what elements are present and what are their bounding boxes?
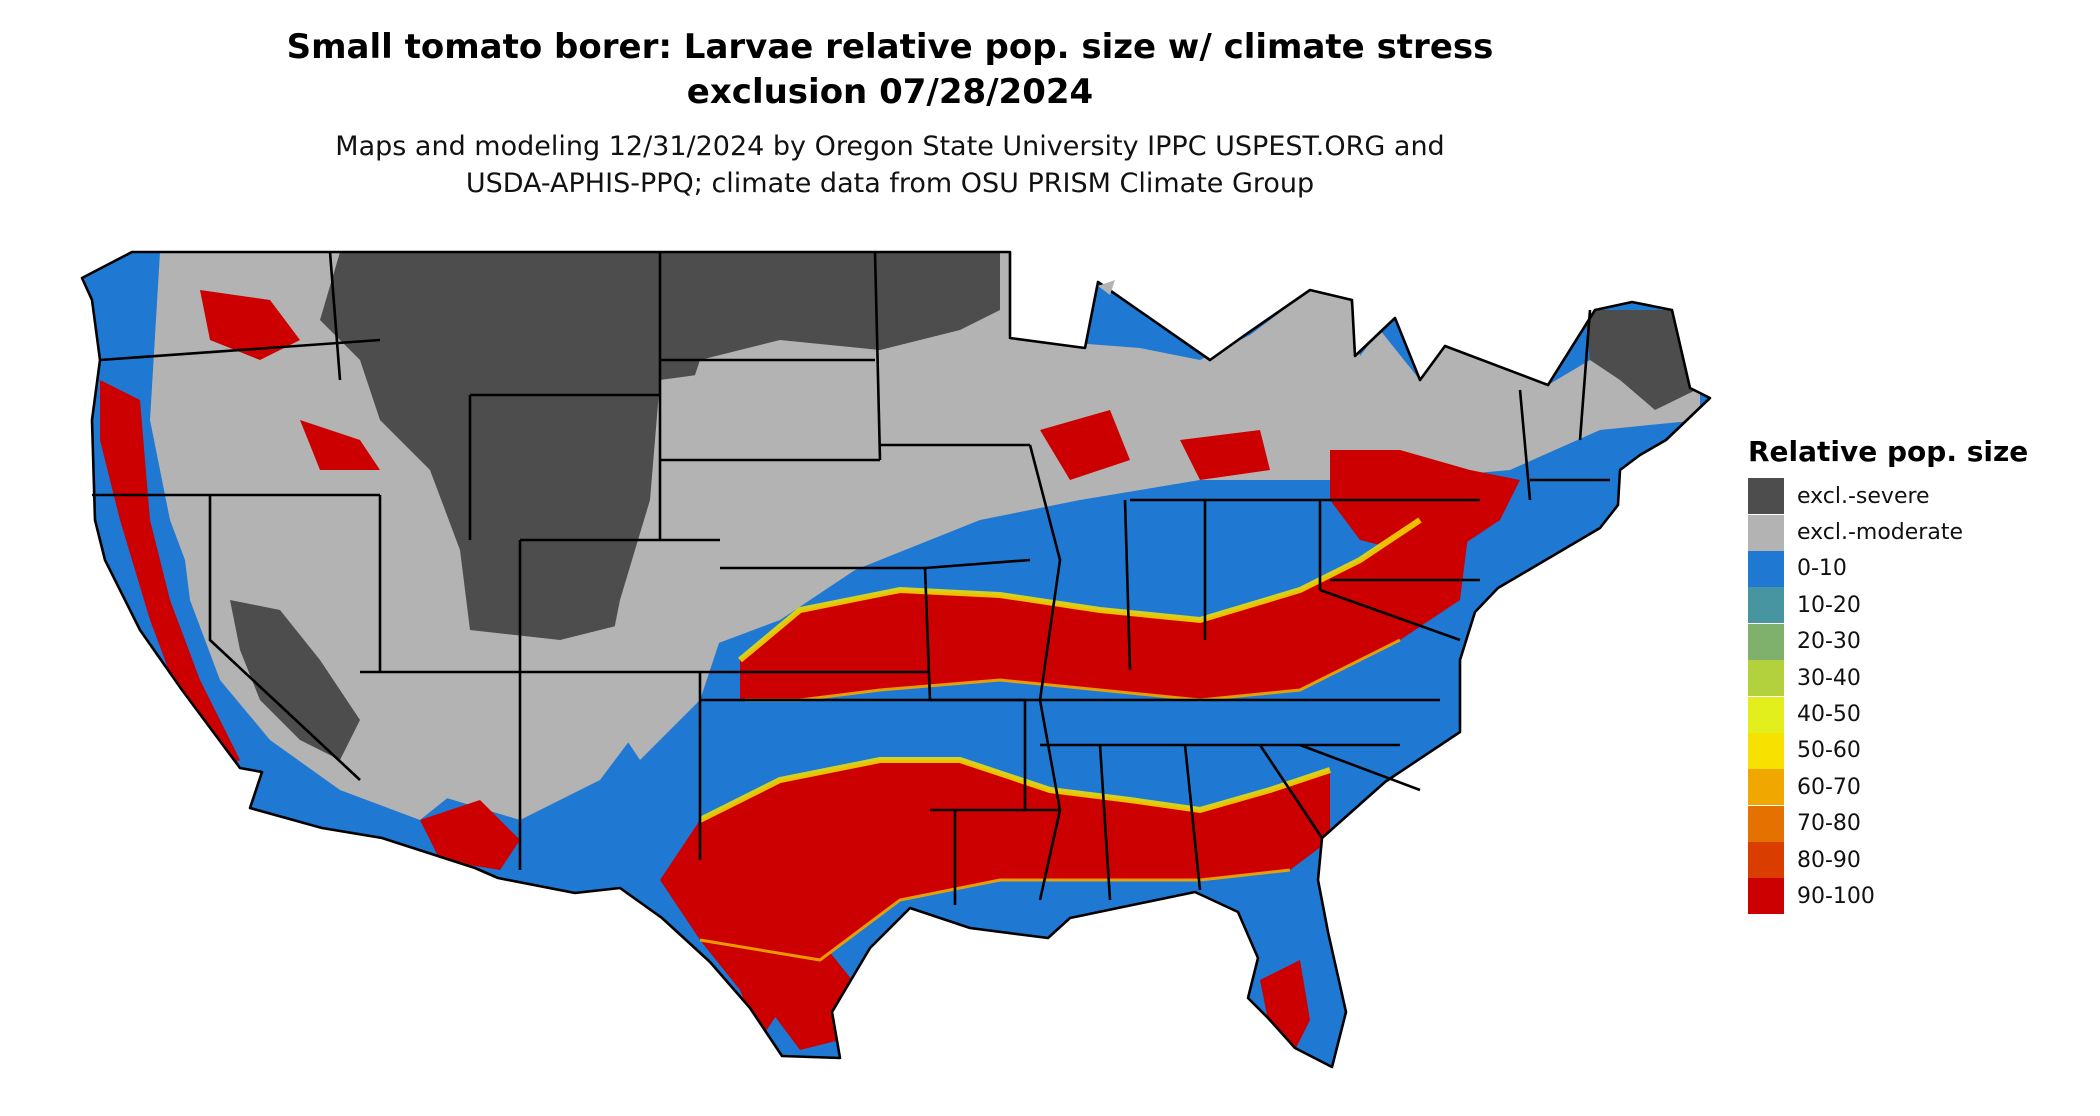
- legend-swatch: [1748, 550, 1784, 587]
- map-title-line-2: exclusion 07/28/2024: [686, 72, 1094, 112]
- gray-fragment-2: [1234, 352, 1250, 362]
- legend-item: 40-50: [1748, 696, 2088, 733]
- legend-label: 10-20: [1797, 592, 1861, 618]
- legend-label: excl.-moderate: [1797, 520, 1963, 546]
- zone-excl-moderate-plains: [600, 350, 1080, 760]
- legend-label: 50-60: [1797, 738, 1861, 764]
- legend-items: excl.-severe excl.-moderate 0-10 10-20 20-30…: [1748, 478, 2088, 915]
- legend-swatch: [1748, 587, 1784, 624]
- legend-title: Relative pop. size: [1748, 435, 2029, 468]
- legend-item: 80-90: [1748, 842, 2088, 879]
- border-illinois-indiana: [1123, 499, 1132, 671]
- legend-swatch: [1748, 805, 1784, 842]
- legend-swatch: [1748, 514, 1784, 551]
- zone-90-100-west-coast: [100, 380, 240, 770]
- legend: Relative pop. size excl.-severe excl.-mod…: [1748, 432, 2088, 915]
- zone-90-100-midwest-band: [740, 520, 1470, 700]
- legend-label: 70-80: [1797, 811, 1861, 837]
- legend-item: 0-10: [1748, 550, 2088, 587]
- border-iowa-missouri: [924, 558, 1031, 570]
- zone-50-60-midwest-edge: [738, 517, 1422, 663]
- border-maine: [1578, 309, 1592, 441]
- legend-swatch: [1748, 769, 1784, 806]
- legend-swatch: [1748, 660, 1784, 697]
- state-boundaries: [80, 250, 1712, 1069]
- legend-label: 90-100: [1797, 883, 1875, 909]
- lakes-islands-gray: [1098, 280, 1250, 362]
- zone-60-70-midwest-edge: [745, 638, 1401, 702]
- legend-label: 40-50: [1797, 702, 1861, 728]
- zone-excl-severe-northeast: [1585, 310, 1700, 410]
- border-california-nevada: [208, 495, 361, 781]
- border-georgia-south-carolina: [1258, 744, 1324, 839]
- zone-90-100-arizona: [420, 800, 520, 870]
- legend-item: 30-40: [1748, 660, 2088, 697]
- zone-90-100-pacific-northwest: [200, 290, 380, 470]
- legend-item: 90-100: [1748, 878, 2088, 915]
- legend-swatch: [1748, 623, 1784, 660]
- border-mississippi-river: [1028, 444, 1062, 901]
- legend-swatch: [1748, 878, 1784, 915]
- border-west-north-horizontal: [99, 338, 381, 362]
- border-dakotas-minnesota: [873, 251, 882, 461]
- legend-swatch: [1748, 696, 1784, 733]
- zone-excl-severe-great-basin: [230, 600, 360, 760]
- legend-label: excl.-severe: [1797, 483, 1930, 509]
- legend-label: 80-90: [1797, 847, 1861, 873]
- legend-item: 60-70: [1748, 769, 2088, 806]
- border-new-england: [1518, 389, 1532, 501]
- legend-item: 20-30: [1748, 623, 2088, 660]
- legend-item: excl.-moderate: [1748, 514, 2088, 551]
- border-montana-idaho: [328, 251, 342, 381]
- zone-90-100-florida: [1260, 960, 1310, 1060]
- legend-swatch: [1748, 842, 1784, 879]
- zone-90-100-south-band: [660, 760, 1330, 1040]
- map-subtitle-line-1: Maps and modeling 12/31/2024 by Oregon S…: [335, 131, 1445, 162]
- border-mississippi-alabama: [1098, 744, 1112, 901]
- legend-label: 20-30: [1797, 629, 1861, 655]
- us-outline: [80, 250, 1712, 1069]
- gray-fragment-1: [1098, 280, 1115, 295]
- legend-item: 10-20: [1748, 587, 2088, 624]
- zone-90-100-mid-atlantic: [1330, 450, 1520, 560]
- map-subtitle-line-2: USDA-APHIS-PPQ; climate data from OSU PR…: [465, 168, 1315, 199]
- legend-swatch: [1748, 732, 1784, 769]
- border-carolinas: [1299, 743, 1421, 792]
- border-virginia: [1319, 588, 1461, 642]
- legend-label: 30-40: [1797, 665, 1861, 691]
- legend-label: 0-10: [1797, 556, 1847, 582]
- zone-90-100-michigan: [1040, 410, 1270, 480]
- legend-label: 60-70: [1797, 774, 1861, 800]
- legend-item: 70-80: [1748, 805, 2088, 842]
- legend-item: 50-60: [1748, 732, 2088, 769]
- legend-swatch: [1748, 478, 1784, 515]
- border-missouri-west: [923, 567, 932, 701]
- border-alabama-georgia: [1183, 744, 1202, 891]
- zone-50-60-south-edge: [698, 757, 1331, 823]
- legend-item: excl.-severe: [1748, 478, 2088, 515]
- map-title-line-1: Small tomato borer: Larvae relative pop.…: [286, 27, 1494, 67]
